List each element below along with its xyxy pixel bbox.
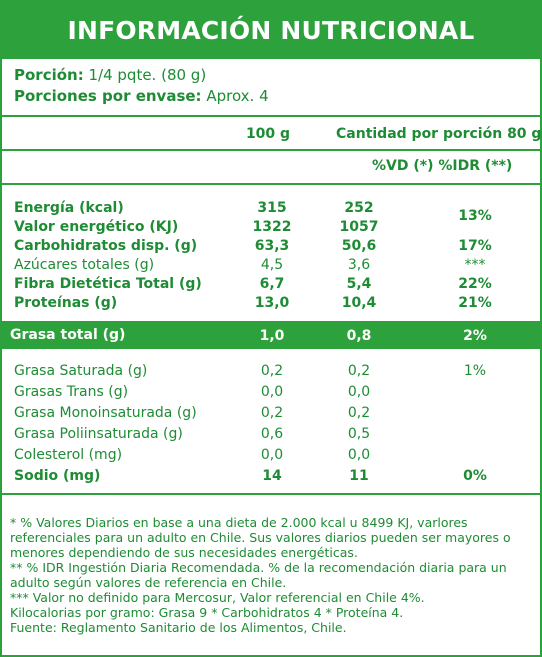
page-title: INFORMACIÓN NUTRICIONAL <box>2 2 540 59</box>
total-fat-100g: 1,0 <box>259 328 285 344</box>
nutrient-value-per-serving: 0,2 <box>347 405 371 421</box>
total-fat-pct: 2% <box>463 328 487 344</box>
nutrient-label: Fibra Dietética Total (g) <box>14 276 202 292</box>
col-header-100g: 100 g <box>245 126 291 142</box>
nutrient-label: Valor energético (KJ) <box>14 219 179 235</box>
nutrient-value-100g: 4,5 <box>260 257 284 273</box>
nutrient-label: Grasa Monoinsaturada (g) <box>14 405 197 421</box>
nutrient-value-per-serving: 0,5 <box>347 426 371 442</box>
nutrient-value-100g: 0,0 <box>260 447 284 463</box>
nutrient-value-per-serving: 0,0 <box>347 447 371 463</box>
total-fat-per-serving: 0,8 <box>346 328 372 344</box>
divider <box>2 183 540 185</box>
nutrient-pct: 1% <box>463 363 487 379</box>
nutrient-pct: *** <box>464 257 486 273</box>
total-fat-row: Grasa total (g) 1,0 0,8 2% <box>2 321 540 349</box>
nutrient-label: Grasa Saturada (g) <box>14 363 148 379</box>
nutrient-value-100g: 0,0 <box>260 384 284 400</box>
divider <box>2 149 540 151</box>
nutrient-value-per-serving: 0,2 <box>347 363 371 379</box>
nutrient-value-per-serving: 3,6 <box>347 257 371 273</box>
total-fat-label: Grasa total (g) <box>10 327 126 343</box>
nutrient-pct: 21% <box>458 295 492 311</box>
servings-per-pack-label: Porciones por envase: <box>14 87 202 105</box>
nutrient-value-100g: 0,2 <box>260 363 284 379</box>
nutrient-value-per-serving: 0,0 <box>347 384 371 400</box>
nutrient-label: Carbohidratos disp. (g) <box>14 238 198 254</box>
nutrient-value-per-serving: 5,4 <box>346 276 372 292</box>
nutrient-pct: 13% <box>458 208 492 224</box>
serving-label: Porción: <box>14 66 84 84</box>
nutrient-label: Colesterol (mg) <box>14 447 123 463</box>
nutrient-value-per-serving: 11 <box>349 468 369 484</box>
nutrient-value-100g: 0,6 <box>260 426 284 442</box>
nutrient-value-100g: 315 <box>257 200 287 216</box>
nutrient-label: Azúcares totales (g) <box>14 257 155 273</box>
divider <box>2 115 540 117</box>
nutrient-value-100g: 14 <box>262 468 282 484</box>
nutrient-label: Grasas Trans (g) <box>14 384 129 400</box>
footnotes: * % Valores Diarios en base a una dieta … <box>10 515 511 635</box>
nutrient-value-100g: 63,3 <box>254 238 290 254</box>
nutrient-label: Proteínas (g) <box>14 295 118 311</box>
col-header-vd: %VD (*) %IDR (**) <box>372 158 513 174</box>
servings-per-pack-value: Aprox. 4 <box>206 87 269 105</box>
nutrient-value-100g: 13,0 <box>254 295 290 311</box>
nutrient-value-100g: 0,2 <box>260 405 284 421</box>
nutrient-value-100g: 6,7 <box>259 276 285 292</box>
nutrient-pct: 0% <box>463 468 487 484</box>
nutrient-value-per-serving: 1057 <box>339 219 379 235</box>
nutrient-pct: 22% <box>458 276 492 292</box>
divider <box>2 493 540 495</box>
nutrient-value-per-serving: 252 <box>344 200 374 216</box>
nutrient-label: Sodio (mg) <box>14 468 101 484</box>
nutrient-value-per-serving: 10,4 <box>341 295 377 311</box>
nutrient-value-100g: 1322 <box>252 219 292 235</box>
serving-value: 1/4 pqte. (80 g) <box>88 66 207 84</box>
col-header-per-serving: Cantidad por porción 80 g <box>336 126 542 142</box>
servings-per-pack-line: Porciones por envase: Aprox. 4 <box>14 89 269 104</box>
nutrient-value-per-serving: 50,6 <box>341 238 377 254</box>
nutrient-label: Energía (kcal) <box>14 200 124 216</box>
nutrient-pct: 17% <box>458 238 492 254</box>
serving-line: Porción: 1/4 pqte. (80 g) <box>14 68 206 83</box>
nutrient-label: Grasa Poliinsaturada (g) <box>14 426 183 442</box>
